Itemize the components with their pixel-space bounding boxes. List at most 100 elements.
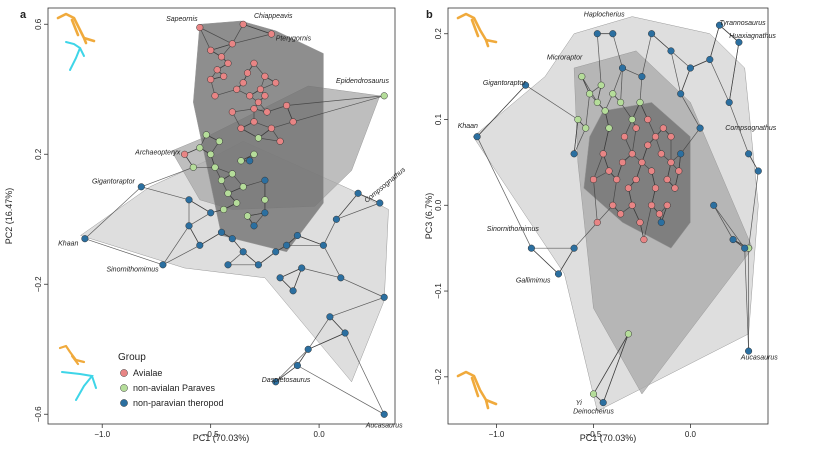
- point-non-paravian-theropod: [159, 261, 167, 269]
- point-non-paravian-theropod: [754, 167, 762, 175]
- label-aucasaurus: Aucasaurus: [365, 422, 403, 429]
- tree-edge: [670, 50, 682, 94]
- point-avialae: [276, 137, 284, 145]
- tree-edge: [232, 33, 272, 45]
- label-gallimimus: Gallimimus: [516, 278, 551, 285]
- tree-edge: [748, 170, 759, 249]
- point-non-avialan-paraves: [589, 390, 598, 398]
- label-yi: Yi: [576, 400, 583, 407]
- tree-edge: [307, 316, 331, 350]
- y-tick-label: −0.2: [434, 368, 443, 384]
- point-non-paravian-theropod: [246, 157, 254, 165]
- point-non-avialan-paraves: [380, 92, 388, 100]
- point-avialae: [618, 158, 627, 166]
- tree-edge: [680, 67, 691, 94]
- point-non-avialan-paraves: [636, 98, 644, 106]
- tree-edge: [602, 128, 610, 154]
- tree-edge: [297, 235, 324, 246]
- point-avialae: [640, 236, 648, 244]
- point-non-paravian-theropod: [298, 264, 306, 272]
- point-non-avialan-paraves: [189, 163, 197, 171]
- legend-swatch-nonparavian: [120, 399, 128, 407]
- point-non-paravian-theropod: [196, 241, 204, 249]
- point-non-paravian-theropod: [319, 241, 327, 249]
- point-non-paravian-theropod: [376, 199, 384, 207]
- panel-a-frame: [47, 7, 396, 425]
- panel-a: a Sapeornis Chiappeavis Pterygornis Epidend…: [4, 7, 408, 443]
- y-tick-label: 0.2: [434, 28, 443, 40]
- point-avialae: [659, 124, 667, 132]
- point-non-paravian-theropod: [570, 244, 578, 252]
- point-non-avialan-paraves: [628, 115, 636, 124]
- tree-edge: [612, 33, 623, 69]
- label-tyrannosaurus: Tyrannosaurus: [720, 20, 767, 27]
- point-avialae: [211, 92, 219, 100]
- tree-edge: [612, 67, 623, 94]
- point-avialae: [667, 158, 675, 166]
- point-non-avialan-paraves: [261, 196, 269, 204]
- label-aucasaurus: Aucasaurus: [740, 355, 778, 362]
- point-non-paravian-theropod: [332, 215, 340, 223]
- point-avialae: [267, 124, 275, 132]
- tree-edge: [525, 84, 579, 120]
- tree-edge: [680, 127, 701, 155]
- point-non-avialan-paraves: [239, 183, 247, 191]
- point-avialae: [648, 167, 656, 175]
- point-non-avialan-paraves: [250, 150, 258, 158]
- point-non-paravian-theropod: [527, 244, 535, 252]
- point-non-paravian-theropod: [272, 248, 280, 256]
- panel-b-top-silhouette-icon: [456, 12, 498, 48]
- point-avialae: [617, 210, 625, 218]
- point-non-avialan-paraves: [202, 131, 210, 139]
- point-non-avialan-paraves: [224, 189, 232, 197]
- point-avialae: [663, 175, 671, 184]
- tree-edge: [680, 93, 701, 129]
- hull-avialae: [583, 102, 691, 249]
- point-non-paravian-theropod: [283, 241, 291, 249]
- tree-edge: [336, 202, 380, 220]
- point-avialae: [644, 141, 652, 149]
- point-non-avialan-paraves: [578, 73, 586, 81]
- tree-edge: [581, 76, 598, 103]
- point-avialae: [246, 92, 254, 100]
- label-microraptor: Microraptor: [547, 55, 583, 62]
- tree-edge: [713, 205, 745, 249]
- panel-a-points: [81, 20, 388, 418]
- y-tick-label: 0.6: [34, 18, 43, 30]
- point-non-paravian-theropod: [745, 347, 753, 355]
- point-non-paravian-theropod: [185, 222, 193, 230]
- tree-edge: [271, 121, 294, 129]
- point-non-paravian-theropod: [609, 30, 617, 38]
- tree-edge: [612, 179, 618, 206]
- point-avialae: [605, 167, 613, 175]
- panel-b-annotations: Haplocherius Tyrannosaurus Huaxiagnathus Mi…: [458, 12, 779, 416]
- point-non-avialan-paraves: [211, 163, 219, 171]
- point-non-paravian-theropod: [715, 21, 724, 29]
- label-khaan: Khaan: [458, 123, 478, 130]
- y-tick-label: 0.1: [434, 113, 443, 125]
- point-avialae: [267, 30, 275, 38]
- point-avialae: [651, 133, 660, 141]
- tree-edge: [357, 192, 380, 204]
- point-non-paravian-theropod: [276, 274, 284, 282]
- legend-swatch-avialae: [120, 369, 128, 377]
- point-avialae: [657, 150, 665, 158]
- tree-edge: [199, 27, 212, 51]
- tree-edge: [162, 225, 190, 265]
- legend-item-paraves: non-avialan Paraves: [133, 383, 216, 393]
- point-non-paravian-theropod: [741, 244, 749, 252]
- point-non-paravian-theropod: [272, 378, 280, 386]
- point-non-paravian-theropod: [380, 410, 388, 418]
- tree-edge: [188, 199, 211, 214]
- tree-edge: [709, 25, 720, 60]
- point-non-paravian-theropod: [570, 150, 578, 158]
- label-haplocherius: Haplocherius: [584, 12, 625, 19]
- point-non-paravian-theropod: [745, 150, 753, 158]
- tree-edge: [188, 212, 211, 227]
- point-avialae: [261, 72, 269, 80]
- point-non-paravian-theropod: [254, 261, 262, 269]
- point-non-avialan-paraves: [593, 98, 601, 106]
- point-non-avialan-paraves: [217, 176, 226, 184]
- tree-edge: [199, 27, 233, 45]
